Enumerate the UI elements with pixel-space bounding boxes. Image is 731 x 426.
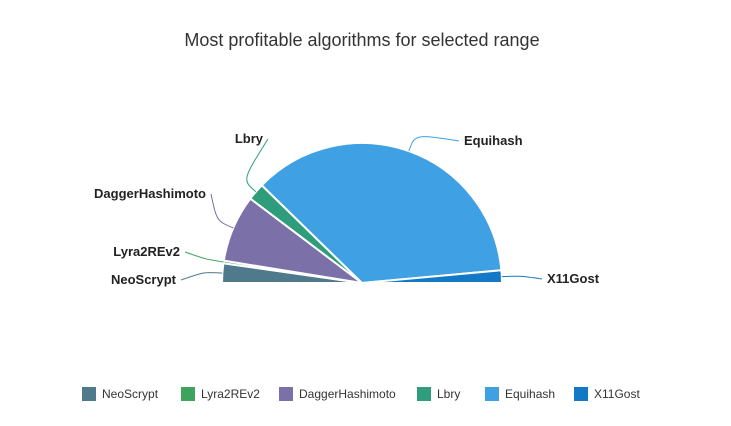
legend-item-lyra2rev2[interactable]: Lyra2REv2 bbox=[181, 387, 260, 401]
slice-label-equihash: Equihash bbox=[464, 133, 523, 148]
connector-lbry bbox=[246, 138, 269, 193]
connector-lyra2rev2 bbox=[184, 251, 224, 263]
pie-slices bbox=[221, 142, 504, 284]
slice-equihash[interactable] bbox=[260, 142, 503, 284]
legend-label: X11Gost bbox=[594, 387, 640, 401]
legend-swatch bbox=[485, 387, 499, 401]
legend-item-neoscrypt[interactable]: NeoScrypt bbox=[82, 387, 159, 401]
slice-label-daggerhashimoto: DaggerHashimoto bbox=[94, 186, 206, 201]
legend-label: Equihash bbox=[505, 387, 555, 401]
legend-item-equihash[interactable]: Equihash bbox=[485, 387, 555, 401]
slice-label-lyra2rev2: Lyra2REv2 bbox=[113, 244, 180, 259]
slice-label-lbry: Lbry bbox=[235, 131, 264, 146]
legend-label: DaggerHashimoto bbox=[299, 387, 396, 401]
legend-swatch bbox=[417, 387, 431, 401]
legend-swatch bbox=[181, 387, 195, 401]
legend-label: NeoScrypt bbox=[102, 387, 159, 401]
legend-label: Lbry bbox=[437, 387, 460, 401]
connector-equihash bbox=[408, 136, 460, 152]
legend-swatch bbox=[279, 387, 293, 401]
chart-title: Most profitable algorithms for selected … bbox=[184, 30, 539, 50]
legend-label: Lyra2REv2 bbox=[201, 387, 260, 401]
slice-label-x11gost: X11Gost bbox=[547, 271, 600, 286]
legend-swatch bbox=[82, 387, 96, 401]
legend-item-x11gost[interactable]: X11Gost bbox=[574, 387, 640, 401]
legend-swatch bbox=[574, 387, 588, 401]
slice-label-neoscrypt: NeoScrypt bbox=[111, 272, 177, 287]
connector-x11gost bbox=[501, 275, 543, 280]
label-connectors bbox=[180, 136, 543, 281]
slice-labels: NeoScrypt Lyra2REv2 DaggerHashimoto Lbry Equ… bbox=[94, 131, 600, 287]
connector-daggerhashimoto bbox=[210, 193, 234, 229]
connector-neoscrypt bbox=[180, 272, 223, 281]
legend-item-daggerhashimoto[interactable]: DaggerHashimoto bbox=[279, 387, 396, 401]
legend-item-lbry[interactable]: Lbry bbox=[417, 387, 460, 401]
legend: NeoScrypt Lyra2REv2 DaggerHashimoto Lbry Equ… bbox=[82, 387, 640, 401]
